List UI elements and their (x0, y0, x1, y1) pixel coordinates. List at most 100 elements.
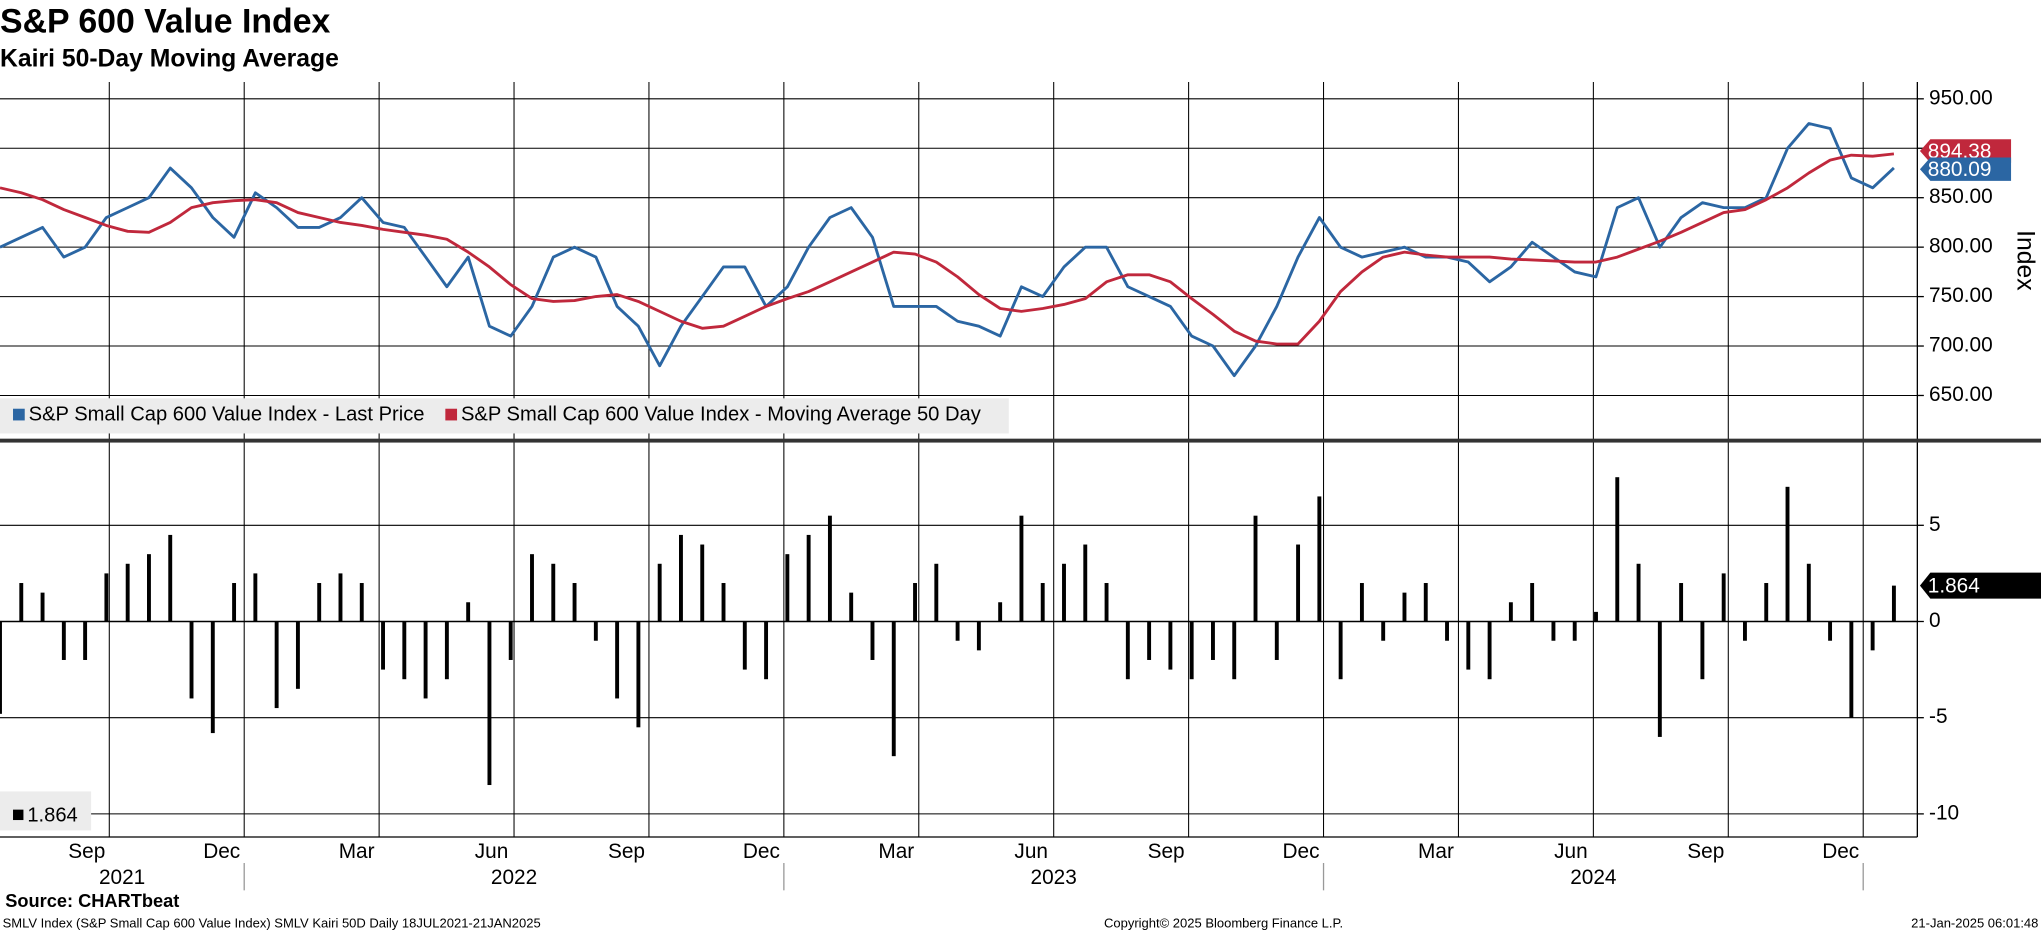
bar (1083, 544, 1088, 622)
last-value-label: 880.09 (1928, 158, 1992, 181)
bar (210, 621, 215, 734)
bar (615, 621, 620, 699)
bar (1679, 583, 1684, 622)
bar (806, 534, 811, 622)
bar (125, 563, 130, 622)
bar (189, 621, 194, 699)
bar (742, 621, 747, 670)
legend-swatch (13, 408, 25, 421)
bar (1317, 496, 1322, 622)
x-tick-label: Mar (339, 840, 375, 863)
bar (593, 621, 598, 641)
bar (1594, 611, 1598, 622)
x-tick-label: Dec (203, 840, 240, 863)
bar (1764, 583, 1769, 622)
bar (1040, 583, 1045, 622)
bar (444, 621, 449, 680)
bar (1466, 621, 1471, 670)
legend-box (0, 398, 1009, 434)
bar (1849, 621, 1854, 718)
y-tick-label: 0 (1929, 609, 1941, 632)
legend-label: S&P Small Cap 600 Value Index - Moving A… (461, 404, 982, 426)
bar (1381, 621, 1386, 641)
y-tick-label: 700.00 (1929, 334, 1993, 357)
legend-swatch (13, 809, 24, 821)
chart-title: S&P 600 Value Index (0, 2, 331, 40)
x-year-label: 2023 (1031, 866, 1077, 889)
bar (295, 621, 300, 689)
legend-swatch (445, 408, 458, 421)
bar (700, 544, 705, 622)
y-tick-label: 750.00 (1929, 284, 1993, 307)
bar (253, 573, 258, 622)
bar (1636, 563, 1641, 622)
bar (1530, 583, 1535, 622)
line-series (0, 122, 1895, 378)
legend-label: S&P Small Cap 600 Value Index - Last Pri… (29, 404, 425, 426)
bar (1487, 621, 1492, 680)
bar (934, 563, 939, 622)
bar (104, 573, 109, 622)
x-tick-label: Sep (1687, 840, 1724, 863)
bar (1062, 563, 1066, 622)
bar (1572, 621, 1577, 641)
x-tick-label: Jun (1554, 840, 1588, 863)
bar (359, 583, 364, 622)
bar (40, 592, 45, 622)
bar (1700, 621, 1705, 680)
y-tick-label: -5 (1929, 705, 1948, 728)
y-tick-label: 5 (1929, 513, 1941, 536)
bar (572, 583, 577, 622)
bar (891, 621, 896, 757)
bar (381, 621, 385, 670)
bar (1551, 621, 1556, 641)
last-value-label: 1.864 (1928, 574, 1980, 597)
bar (317, 583, 322, 622)
x-tick-label: Dec (1822, 840, 1859, 863)
bar (1253, 515, 1258, 622)
x-tick-label: Sep (68, 840, 105, 863)
bar (83, 621, 88, 660)
bar (1870, 621, 1875, 651)
y-tick-label: 850.00 (1929, 185, 1993, 208)
bar (1359, 583, 1364, 622)
timestamp: 21-Jan-2025 06:01:48 (1911, 916, 2038, 931)
x-tick-label: Dec (1283, 840, 1320, 863)
bar (1891, 585, 1896, 622)
bar (976, 621, 981, 651)
bar (1657, 621, 1662, 737)
bar (402, 621, 407, 680)
bar (657, 563, 662, 622)
bar (827, 515, 832, 622)
bar (508, 621, 513, 660)
bar (1189, 621, 1194, 680)
x-tick-label: Sep (608, 840, 645, 863)
bar (1338, 621, 1343, 680)
bar (1296, 544, 1301, 622)
bar (955, 621, 960, 641)
bar (423, 621, 428, 699)
footer-info: SMLV Index (S&P Small Cap 600 Value Inde… (3, 916, 541, 931)
bar (785, 554, 790, 622)
bar (551, 563, 556, 622)
bar (1147, 621, 1152, 660)
bar (1508, 602, 1513, 622)
bar (1104, 583, 1109, 622)
chart-subtitle: Kairi 50-Day Moving Average (0, 45, 339, 72)
bar (1019, 515, 1024, 622)
bar (1125, 621, 1130, 680)
bar (1168, 621, 1173, 670)
bar (61, 621, 66, 660)
bar (1274, 621, 1279, 660)
x-year-label: 2024 (1570, 866, 1616, 889)
x-year-label: 2022 (491, 866, 537, 889)
bar (1806, 563, 1811, 622)
bar (466, 602, 471, 622)
y-axis-label: Index (2012, 230, 2039, 291)
y-tick-label: 800.00 (1929, 235, 1993, 258)
bar (998, 602, 1003, 622)
y-tick-label: -10 (1929, 801, 1959, 824)
source: Source: CHARTbeat (5, 891, 179, 911)
bar (913, 583, 917, 622)
